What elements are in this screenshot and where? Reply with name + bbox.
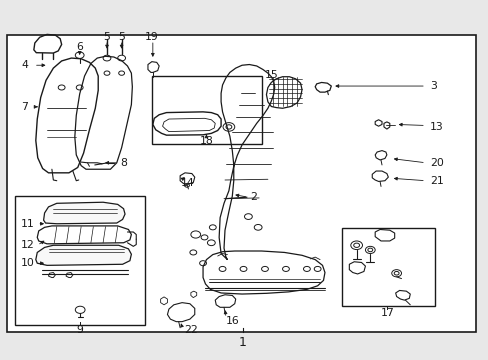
Text: 22: 22 — [183, 325, 197, 335]
Bar — [341, 228, 434, 306]
Text: 4: 4 — [21, 60, 28, 70]
Text: 2: 2 — [250, 192, 257, 202]
Text: 1: 1 — [239, 336, 246, 349]
Bar — [15, 196, 144, 325]
Text: 3: 3 — [429, 81, 436, 91]
Text: 8: 8 — [120, 158, 127, 168]
Text: 10: 10 — [21, 258, 35, 268]
Text: 5: 5 — [103, 32, 110, 42]
Text: 14: 14 — [181, 178, 194, 188]
Text: 12: 12 — [21, 240, 35, 250]
Text: 11: 11 — [21, 219, 35, 229]
Text: 13: 13 — [429, 122, 443, 132]
Text: 5: 5 — [118, 32, 125, 42]
Text: 15: 15 — [264, 70, 278, 80]
Text: 16: 16 — [225, 316, 239, 325]
Bar — [7, 35, 475, 332]
Text: 21: 21 — [429, 176, 443, 186]
Bar — [152, 76, 261, 144]
Text: 17: 17 — [380, 308, 393, 318]
Text: 19: 19 — [144, 32, 159, 42]
Polygon shape — [36, 245, 131, 265]
Text: 9: 9 — [77, 325, 83, 335]
Text: 18: 18 — [199, 136, 213, 146]
Text: 20: 20 — [429, 158, 443, 168]
Text: 6: 6 — [76, 42, 83, 52]
Text: 7: 7 — [21, 102, 28, 112]
Polygon shape — [43, 202, 125, 224]
